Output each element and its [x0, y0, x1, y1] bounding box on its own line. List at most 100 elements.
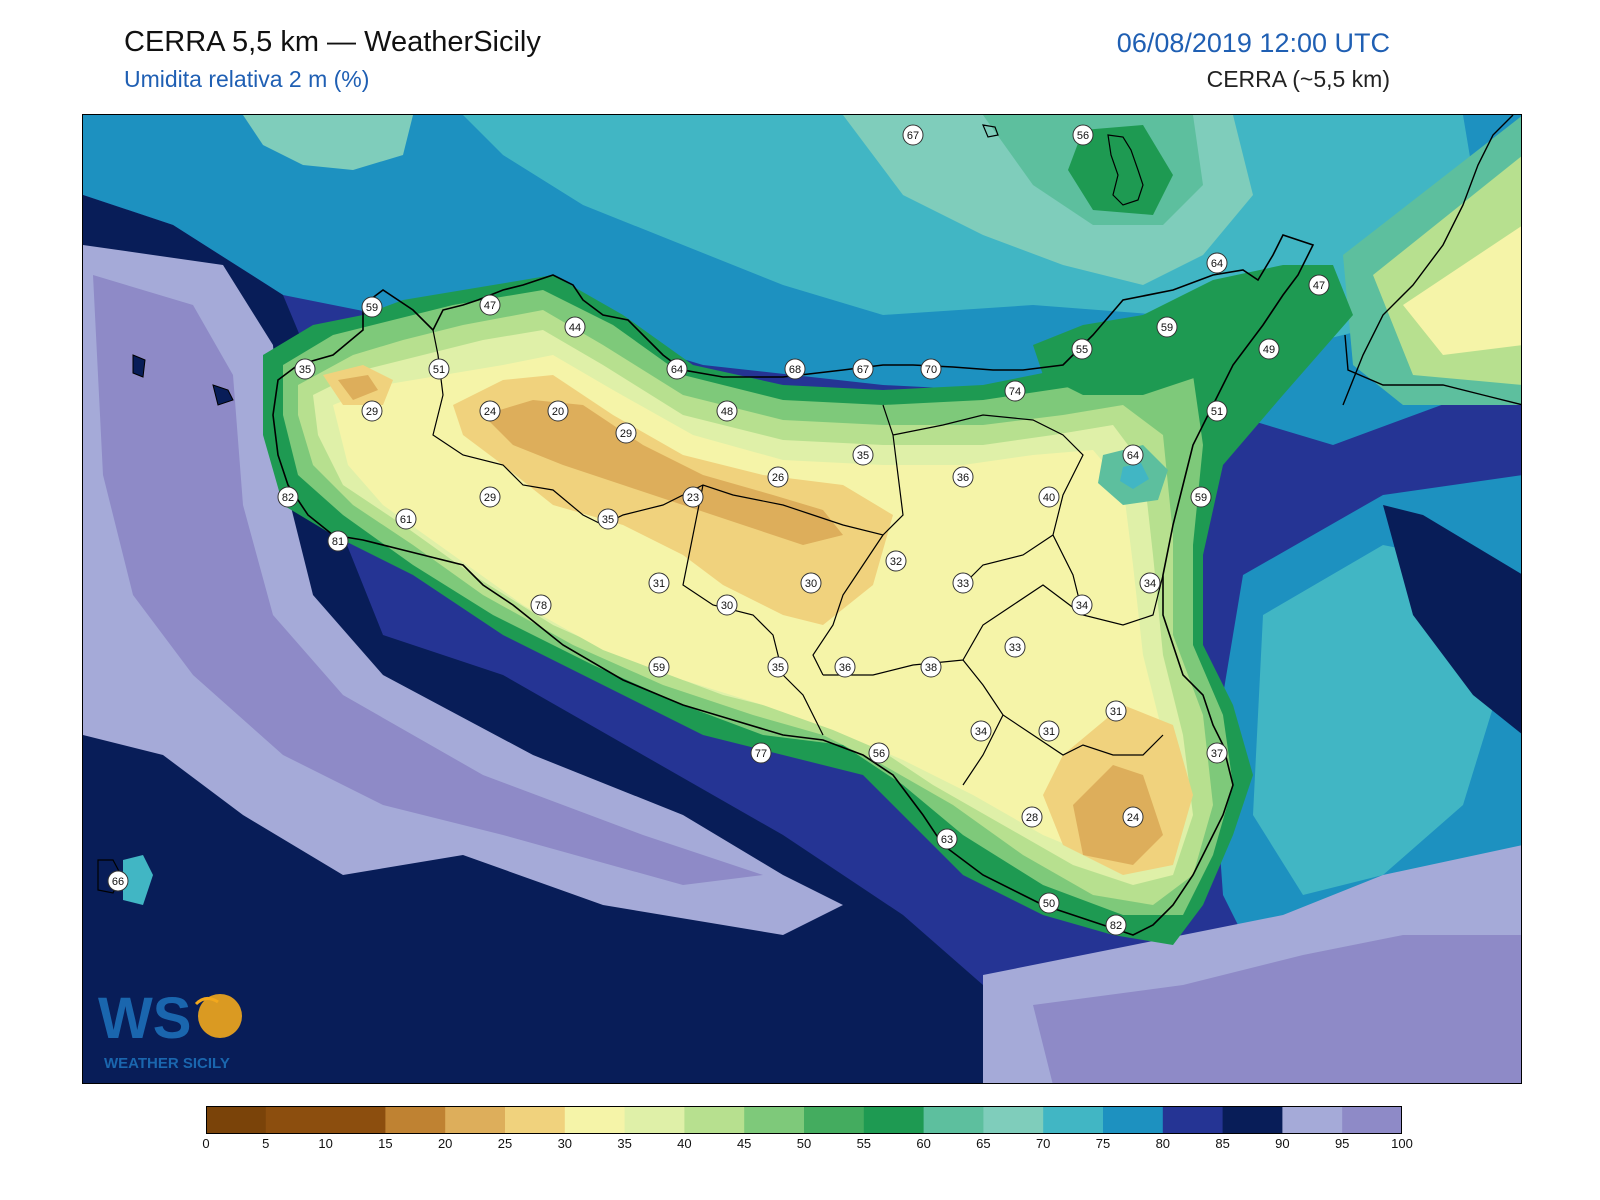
colorbar-segment: [1342, 1106, 1403, 1134]
station-value: 37: [1211, 748, 1223, 760]
station-marker: 31: [1105, 700, 1127, 722]
station-marker: 51: [428, 358, 450, 380]
station-circle: [852, 358, 874, 380]
station-marker: 34: [970, 720, 992, 742]
colorbar-tick-label: 5: [262, 1136, 270, 1151]
station-marker: 30: [716, 594, 738, 616]
station-circle: [716, 594, 738, 616]
station-marker: 56: [868, 742, 890, 764]
province-boundaries: [432, 329, 1164, 786]
station-marker: 50: [1038, 892, 1060, 914]
station-markers: 67 56 64 47 59 47 44 59 49 55 35 51 64 68 67 70 74 29 24 20…: [107, 124, 1330, 936]
station-value: 82: [282, 492, 294, 504]
station-marker: 30: [800, 572, 822, 594]
station-circle: [784, 358, 806, 380]
station-value: 26: [772, 472, 784, 484]
station-value: 35: [602, 514, 614, 526]
station-marker: 77: [750, 742, 772, 764]
station-value: 50: [1043, 898, 1055, 910]
station-marker: 28: [1021, 806, 1043, 828]
station-marker: 68: [784, 358, 806, 380]
station-value: 49: [1263, 344, 1275, 356]
station-marker: 20: [547, 400, 569, 422]
colorbar-segment: [1282, 1106, 1343, 1134]
colorbar-tick-label: 95: [1334, 1136, 1350, 1151]
weathersicily-logo: WS WEATHER SICILY: [96, 984, 256, 1074]
west-island: [123, 855, 153, 905]
station-marker: 64: [1206, 252, 1228, 274]
station-marker: 64: [1122, 444, 1144, 466]
colorbar-tick-label: 85: [1215, 1136, 1230, 1151]
station-marker: 70: [920, 358, 942, 380]
station-circle: [1206, 400, 1228, 422]
colorbar-segment: [684, 1106, 745, 1134]
station-value: 55: [1076, 344, 1088, 356]
etna-peak: [1120, 463, 1149, 489]
station-value: 24: [1127, 812, 1139, 824]
colorbar-segment: [744, 1106, 805, 1134]
station-marker: 29: [361, 400, 383, 422]
station-marker: 61: [395, 508, 417, 530]
station-marker: 33: [952, 572, 974, 594]
station-circle: [479, 486, 501, 508]
colorbar-tick-label: 0: [202, 1136, 210, 1151]
station-value: 64: [1127, 450, 1139, 462]
humidity-map: 67 56 64 47 59 47 44 59 49 55 35 51 64 68 67 70 74 29 24 20…: [82, 114, 1522, 1084]
station-circle: [1190, 486, 1212, 508]
station-circle: [682, 486, 704, 508]
colorbar: [206, 1106, 1403, 1141]
colorbar-segment: [505, 1106, 566, 1134]
station-circle: [395, 508, 417, 530]
station-circle: [970, 720, 992, 742]
station-value: 23: [687, 492, 699, 504]
south-sea-100: [1033, 935, 1521, 1083]
station-circle: [1206, 252, 1228, 274]
station-value: 59: [366, 302, 378, 314]
station-circle: [868, 742, 890, 764]
colorbar-segment: [1103, 1106, 1164, 1134]
station-circle: [1004, 636, 1026, 658]
station-marker: 49: [1258, 338, 1280, 360]
station-circle: [852, 444, 874, 466]
station-marker: 67: [902, 124, 924, 146]
colorbar-segment: [1162, 1106, 1224, 1134]
station-circle: [1038, 892, 1060, 914]
station-circle: [767, 466, 789, 488]
station-marker: 26: [767, 466, 789, 488]
station-circle: [530, 594, 552, 616]
colorbar-tick-label: 80: [1155, 1136, 1171, 1151]
station-circle: [1071, 338, 1093, 360]
station-value: 51: [1211, 406, 1223, 418]
station-value: 64: [1211, 258, 1223, 270]
station-marker: 64: [666, 358, 688, 380]
station-value: 35: [857, 450, 869, 462]
east-sea-dark: [1383, 505, 1521, 734]
station-value: 35: [299, 364, 311, 376]
station-marker: 35: [767, 656, 789, 678]
station-circle: [1072, 124, 1094, 146]
station-marker: 34: [1071, 594, 1093, 616]
station-circle: [666, 358, 688, 380]
station-circle: [597, 508, 619, 530]
station-marker: 38: [920, 656, 942, 678]
colorbar-ticks: 0 5 10 15 20 25 30 35 40 45 50 55 60 65 70 75 80 85 90 95 10…: [202, 1136, 1412, 1156]
station-marker: 34: [1139, 572, 1161, 594]
colorbar-segment: [863, 1106, 925, 1134]
station-marker: 32: [885, 550, 907, 572]
colorbar-segment: [325, 1106, 386, 1134]
station-value: 33: [957, 578, 969, 590]
station-marker: 81: [327, 530, 349, 552]
sicily-band-20: [483, 400, 843, 545]
map-title: CERRA 5,5 km — WeatherSicily: [124, 26, 541, 58]
station-circle: [1258, 338, 1280, 360]
station-marker: 35: [294, 358, 316, 380]
station-marker: 40: [1038, 486, 1060, 508]
station-value: 68: [789, 364, 801, 376]
aeolian-islands: [982, 124, 1144, 206]
station-value: 31: [653, 578, 665, 590]
station-value: 56: [1077, 130, 1089, 142]
colorbar-segment: [804, 1106, 865, 1134]
station-value: 64: [671, 364, 683, 376]
station-circle: [1122, 806, 1144, 828]
colorbar-segment: [1222, 1106, 1283, 1134]
